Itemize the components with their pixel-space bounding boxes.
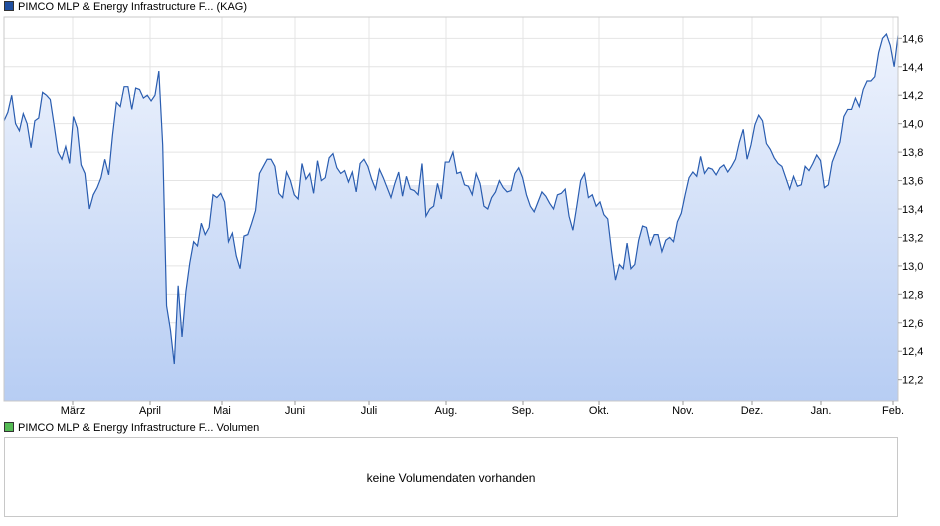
y-tick-label: 12,6	[902, 318, 923, 330]
volume-legend-swatch	[4, 422, 14, 432]
volume-legend-label: PIMCO MLP & Energy Infrastructure F... V…	[18, 422, 260, 434]
x-tick-label: Feb.	[882, 405, 904, 417]
x-tick-label: April	[139, 405, 161, 417]
volume-legend: PIMCO MLP & Energy Infrastructure F... V…	[4, 422, 259, 435]
volume-panel: keine Volumendaten vorhanden	[4, 437, 898, 517]
y-tick-label: 13,4	[902, 204, 923, 216]
price-legend-label: PIMCO MLP & Energy Infrastructure F... (…	[18, 1, 248, 13]
y-tick-label: 12,4	[902, 346, 923, 358]
price-area-fill	[4, 34, 898, 401]
price-chart: 12,2 12,4 12,6 12,8 13,0 13,2 13,4 13,6 13,8 14,0…	[3, 16, 923, 417]
volume-empty-message: keine Volumendaten vorhanden	[366, 471, 536, 485]
y-tick-label: 14,6	[902, 33, 923, 45]
y-tick-label: 13,8	[902, 147, 923, 159]
y-tick-label: 12,2	[902, 375, 923, 387]
y-axis-ticks: 12,2 12,4 12,6 12,8 13,0 13,2 13,4 13,6 13,8 14,0…	[898, 33, 923, 387]
y-tick-label: 12,8	[902, 289, 923, 301]
price-legend-swatch	[4, 1, 14, 11]
x-tick-label: Jan.	[811, 405, 832, 417]
y-tick-label: 13,0	[902, 261, 923, 273]
y-tick-label: 13,2	[902, 232, 923, 244]
y-tick-label: 13,6	[902, 176, 923, 188]
x-tick-label: Juli	[361, 405, 378, 417]
x-tick-label: Nov.	[672, 405, 694, 417]
x-axis-ticks: März April Mai Juni Juli Aug. Sep. Okt. Nov. Dez.…	[61, 401, 904, 417]
x-tick-label: Sep.	[512, 405, 535, 417]
x-tick-label: Okt.	[589, 405, 609, 417]
x-tick-label: Juni	[285, 405, 305, 417]
y-tick-label: 14,0	[902, 119, 923, 131]
price-legend: PIMCO MLP & Energy Infrastructure F... (…	[4, 1, 247, 14]
price-line	[3, 32, 899, 365]
x-tick-label: Dez.	[741, 405, 764, 417]
x-tick-label: März	[61, 405, 85, 417]
x-tick-label: Aug.	[435, 405, 458, 417]
y-tick-label: 14,4	[902, 62, 923, 74]
y-tick-label: 14,2	[902, 90, 923, 102]
x-tick-label: Mai	[213, 405, 231, 417]
